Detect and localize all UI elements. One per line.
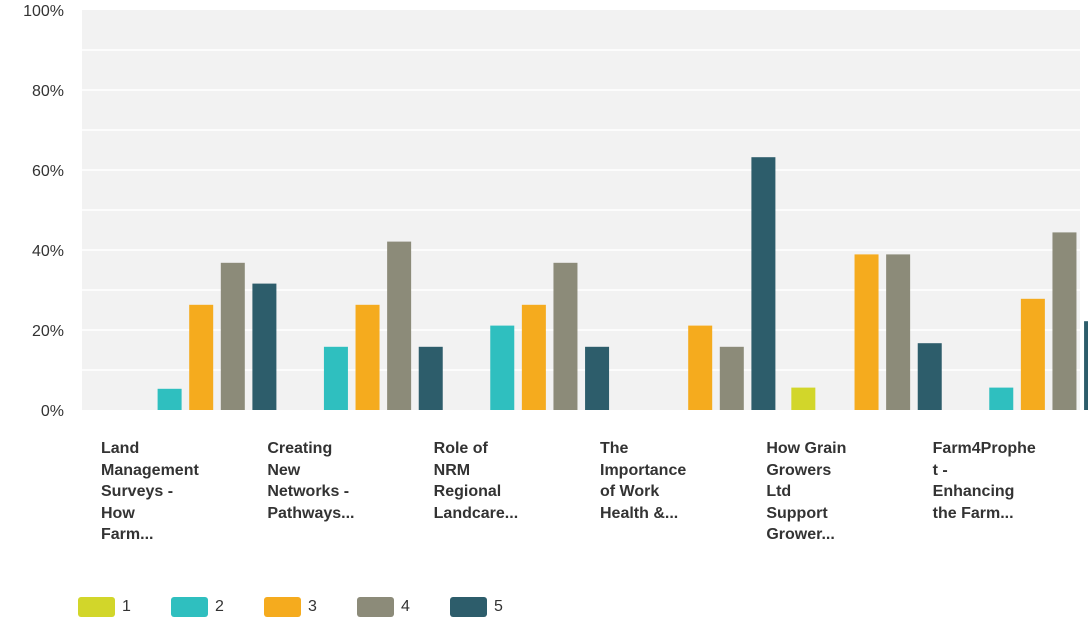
legend-swatch — [450, 597, 487, 617]
legend-swatch — [357, 597, 394, 617]
y-tick-label: 40% — [32, 243, 64, 260]
y-tick-label: 80% — [32, 83, 64, 100]
bar — [585, 346, 610, 410]
legend-label: 1 — [122, 598, 131, 615]
bar — [490, 325, 515, 410]
x-category-label: The Importance of Work Health &... — [600, 440, 687, 522]
x-category-label: Creating New Networks - Pathways... — [267, 440, 355, 522]
legend-item: 5 — [450, 597, 543, 617]
bar — [791, 387, 816, 410]
y-tick-label: 100% — [23, 3, 64, 20]
bar — [387, 241, 412, 410]
bar — [189, 304, 214, 410]
bar — [1052, 232, 1077, 410]
legend-item: 2 — [171, 597, 264, 617]
bar — [1084, 321, 1088, 410]
legend-item: 1 — [78, 597, 171, 617]
legend-label: 2 — [215, 598, 224, 615]
bar — [688, 325, 713, 410]
bar — [252, 283, 277, 410]
y-tick-label: 0% — [41, 403, 64, 420]
bar — [220, 262, 245, 410]
legend-label: 3 — [308, 598, 317, 615]
bar — [854, 254, 879, 410]
x-category-label: Land Management Surveys - How Farm... — [101, 440, 199, 543]
y-tick-label: 20% — [32, 323, 64, 340]
bar — [719, 346, 744, 410]
bar — [886, 254, 911, 410]
bar — [917, 343, 942, 410]
y-axis: 0% 20% 40% 60% 80% 100% — [23, 3, 64, 420]
bar — [355, 304, 380, 410]
bars — [157, 157, 1088, 410]
legend-swatch — [264, 597, 301, 617]
bar — [418, 346, 443, 410]
x-category-label: Role of NRM Regional Landcare... — [433, 440, 519, 522]
bar — [751, 157, 776, 410]
bar — [1020, 298, 1045, 410]
legend-swatch — [78, 597, 115, 617]
legend-swatch — [171, 597, 208, 617]
legend-item: 4 — [357, 597, 450, 617]
y-tick-label: 60% — [32, 163, 64, 180]
legend-label: 5 — [494, 598, 503, 615]
gridlines — [82, 49, 1080, 371]
legend-item: 3 — [264, 597, 357, 617]
bar — [553, 262, 578, 410]
bar — [323, 346, 348, 410]
legend: 1 2 3 4 5 — [78, 597, 543, 617]
bar — [521, 304, 546, 410]
bar — [989, 387, 1014, 410]
bar — [157, 388, 182, 410]
x-category-label: Farm4Prophe t - Enhancing the Farm... — [932, 440, 1036, 522]
legend-label: 4 — [401, 598, 410, 615]
x-category-label: How Grain Growers Ltd Support Grower... — [766, 440, 847, 543]
